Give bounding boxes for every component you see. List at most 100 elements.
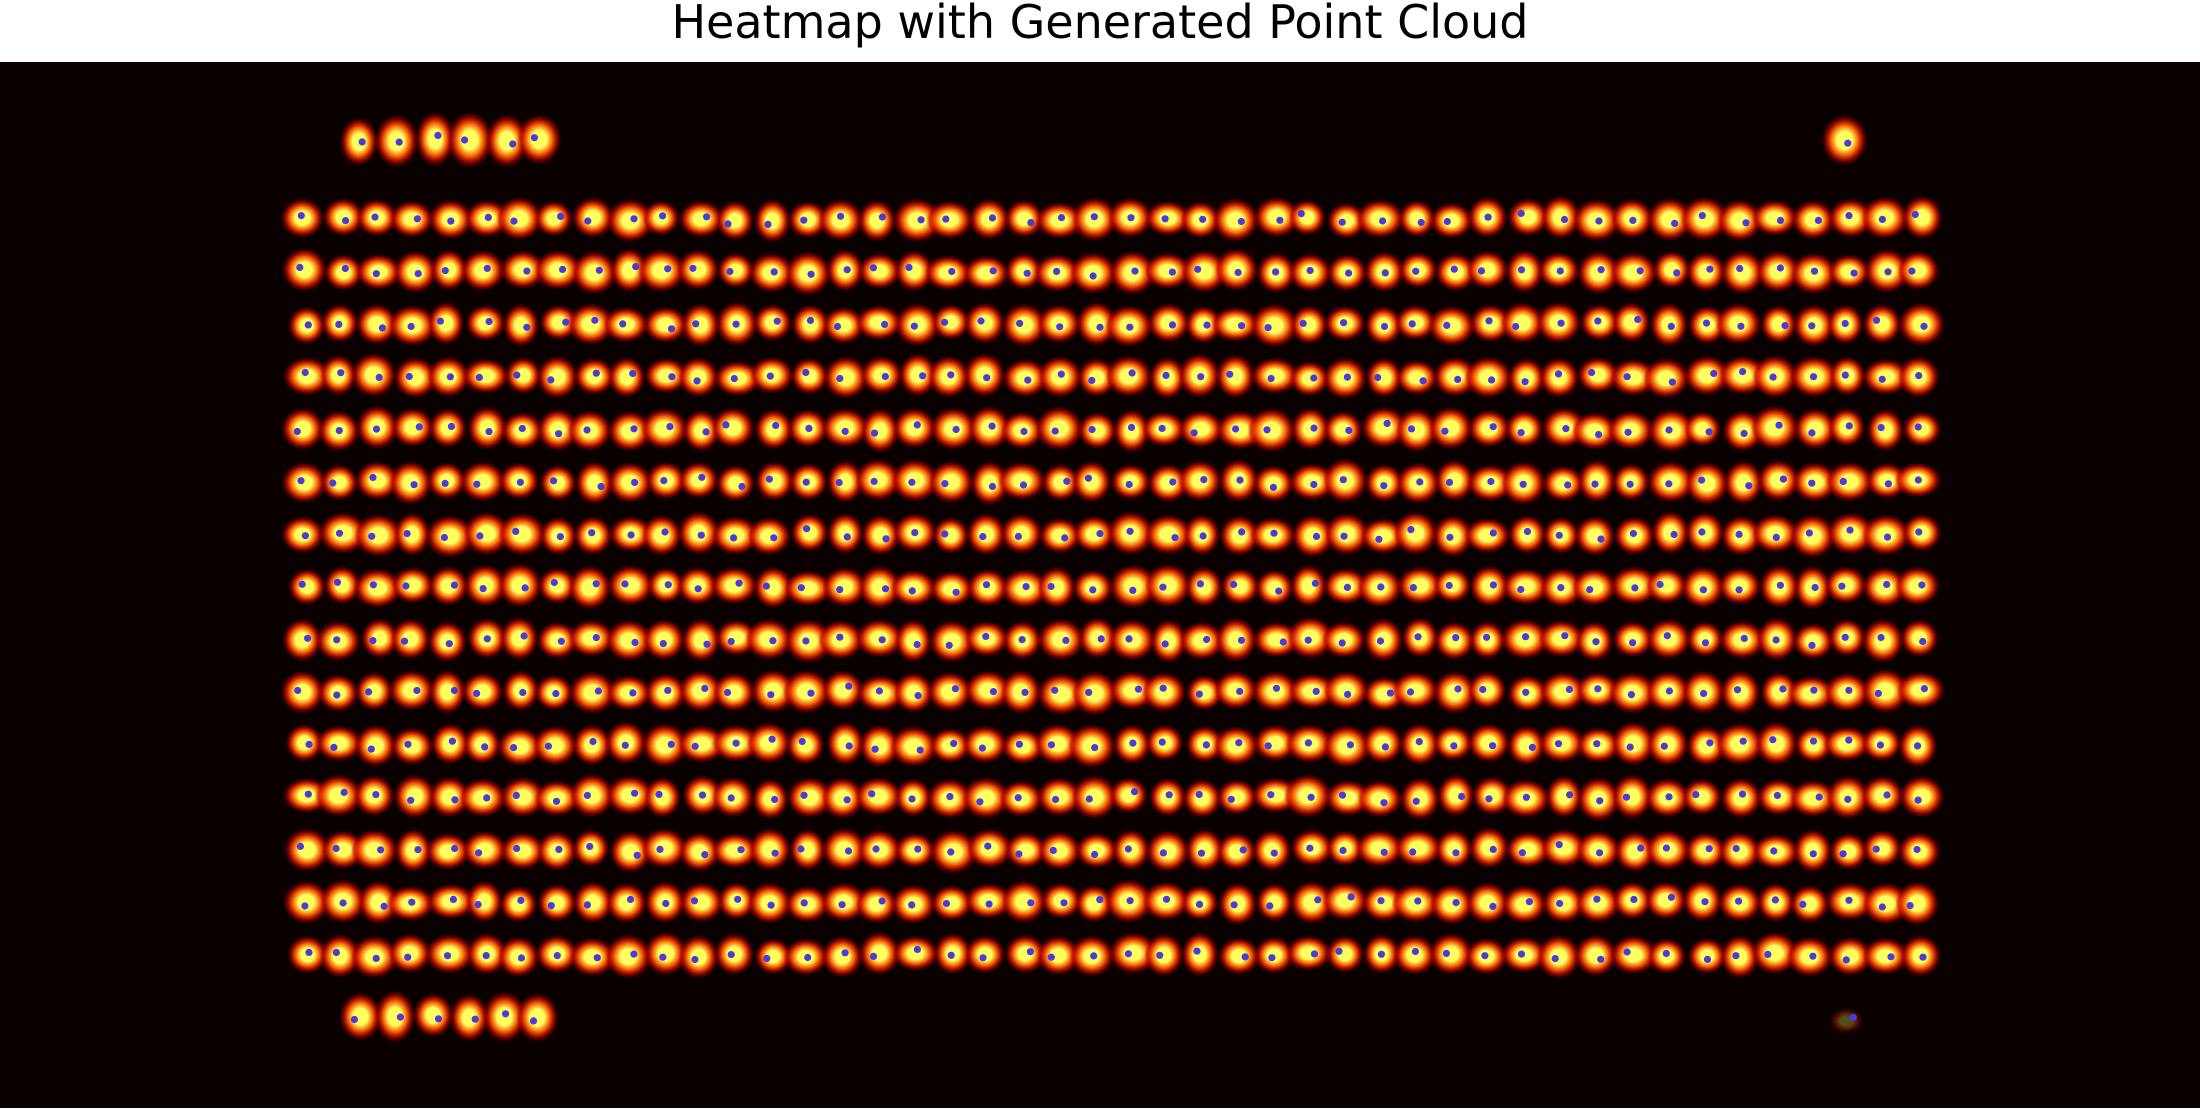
cloud-point (396, 1013, 404, 1021)
heatmap-cell (1684, 411, 1721, 447)
cloud-point (1623, 948, 1631, 956)
cloud-point (552, 797, 561, 805)
cloud-point (946, 793, 954, 801)
heatmap-cell (1863, 304, 1901, 344)
heatmap-cell (751, 670, 796, 713)
cloud-point (1591, 480, 1599, 488)
cloud-point (1347, 893, 1355, 901)
cloud-point (1126, 527, 1134, 535)
cloud-point (982, 632, 990, 641)
cloud-point (941, 530, 949, 538)
heatmap-cell (1647, 198, 1693, 241)
heatmap-cell (1288, 199, 1326, 236)
heatmap-cell (716, 201, 754, 241)
cloud-point (1085, 795, 1093, 803)
cloud-point (1517, 429, 1525, 437)
heatmap-cell (571, 251, 617, 295)
cloud-point (727, 951, 735, 959)
cloud-point (1414, 633, 1422, 641)
heatmap-cell (394, 513, 430, 556)
heatmap-cell (1186, 675, 1223, 710)
heatmap-cell (1507, 358, 1545, 398)
cloud-point (1775, 421, 1783, 429)
cloud-point (1338, 639, 1346, 647)
cloud-point (1698, 476, 1706, 484)
heatmap-cell (350, 829, 398, 871)
cloud-point (1811, 583, 1819, 592)
heatmap-cell (1327, 203, 1366, 239)
heatmap-cell (855, 459, 901, 501)
cloud-point (473, 689, 481, 698)
cloud-point (735, 579, 743, 587)
cloud-point (1745, 482, 1753, 490)
cloud-point (1134, 685, 1143, 693)
heatmap-cell (1393, 935, 1436, 975)
cloud-point (1019, 481, 1028, 489)
cloud-point (1773, 791, 1781, 800)
cloud-point (1561, 632, 1569, 640)
cloud-point (1241, 953, 1249, 961)
cloud-point (1764, 950, 1772, 959)
cloud-point (1239, 846, 1247, 854)
heatmap-cell (893, 672, 934, 713)
cloud-point (1702, 319, 1711, 327)
cloud-point (768, 735, 776, 743)
cloud-point (404, 740, 412, 748)
heatmap-cell (532, 726, 578, 766)
cloud-point (461, 136, 469, 144)
cloud-point (797, 584, 805, 592)
cloud-point (807, 270, 815, 278)
cloud-point (1158, 424, 1166, 432)
cloud-point (1809, 952, 1817, 960)
cloud-point (1129, 586, 1137, 595)
cloud-point (1528, 743, 1536, 752)
heatmap-cell (895, 619, 932, 663)
cloud-point (1202, 741, 1210, 749)
cloud-point (483, 794, 491, 802)
heatmap-cell (1430, 203, 1473, 239)
heatmap-cell (1829, 1008, 1864, 1034)
cloud-point (1915, 528, 1923, 536)
heatmap-cell (858, 200, 896, 242)
cloud-point (1557, 319, 1565, 327)
cloud-point (919, 372, 927, 380)
cloud-point (1732, 952, 1740, 960)
cloud-point (413, 215, 421, 223)
cloud-point (1279, 638, 1287, 646)
cloud-point (1876, 741, 1884, 749)
cloud-point (1450, 265, 1458, 273)
heatmap-cell (1724, 461, 1763, 505)
heatmap-cell (465, 305, 505, 341)
cloud-point (732, 320, 740, 328)
heatmap-cell (1505, 410, 1544, 447)
cloud-point (1883, 533, 1892, 541)
cloud-point (1016, 319, 1024, 327)
cloud-point (1911, 210, 1919, 219)
cloud-point (838, 901, 846, 909)
heatmap-cell (1218, 937, 1260, 975)
cloud-point (1452, 849, 1460, 857)
cloud-point (1268, 954, 1276, 962)
cloud-point (1195, 900, 1204, 909)
heatmap-cell (1362, 724, 1403, 763)
heatmap-cell (606, 675, 652, 711)
cloud-point (1878, 215, 1886, 223)
cloud-point (722, 421, 730, 429)
cloud-point (666, 423, 674, 431)
cloud-point (766, 372, 774, 380)
cloud-point (1597, 535, 1605, 543)
cloud-point (1779, 685, 1787, 693)
cloud-point (447, 422, 456, 430)
heatmap-cell (1075, 885, 1113, 922)
cloud-point (798, 737, 806, 746)
heatmap-cell (538, 568, 576, 604)
heatmap-cell (324, 254, 363, 291)
cloud-point (875, 687, 884, 695)
heatmap-cell (1680, 197, 1729, 241)
heatmap-cell (447, 112, 493, 168)
heatmap-cell (1897, 251, 1939, 290)
heatmap-cell (1035, 406, 1083, 451)
cloud-point (1406, 688, 1415, 696)
heatmap-cell (822, 670, 864, 710)
cloud-point (1908, 267, 1916, 275)
